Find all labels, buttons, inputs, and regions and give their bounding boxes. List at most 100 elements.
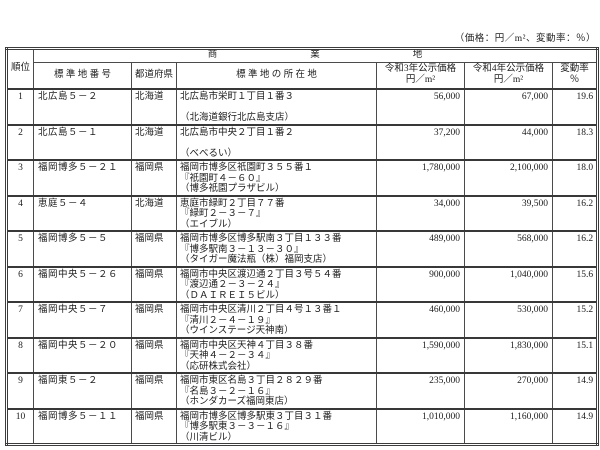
number-cell: 福岡中央５－７: [33, 301, 132, 338]
number-cell: 福岡東５－２: [33, 372, 132, 409]
address-line: 福岡市中央区天神４丁目３８番: [180, 340, 314, 351]
group-header-char: 業: [310, 50, 320, 60]
rate-cell: 15.6: [551, 265, 599, 303]
rate-cell: 15.1: [551, 336, 599, 374]
address-line: 『緑町２－３－７』: [180, 209, 266, 219]
table-row: 2 北広島５－１ 北海道 北広島市中央２丁目１番２ （べべるい） 37,200 …: [6, 123, 599, 161]
unit-note: （価格：円／m²、変動率：％）: [454, 34, 596, 44]
table-row: 7 福岡中央５－７ 福岡県 福岡市中央区清川２丁目４号１３番１ 『清川２－４－１…: [6, 301, 599, 338]
prefecture-cell: 北海道: [131, 123, 177, 161]
prefecture-cell: 福岡県: [131, 372, 177, 409]
table-row: 8 福岡中央５－２０ 福岡県 福岡市中央区天神４丁目３８番 『天神４－２－３４』…: [6, 336, 599, 374]
table-row: 4 恵庭５－４ 北海道 恵庭市緑町２丁目７７番 『緑町２－３－７』 （エイブル）…: [6, 194, 599, 232]
price-r4-cell: 1,040,000: [464, 265, 553, 303]
rank-cell: 1: [6, 88, 34, 125]
header-price-r3-label: 令和3年公示価格: [384, 63, 457, 74]
address-line: 福岡市博多区祇園町３５５番１: [180, 163, 314, 173]
rate-cell: 15.2: [551, 301, 599, 338]
address-line: 『渡辺通２－３－２４』: [180, 280, 285, 290]
address-line: （ＤＡＩＲＥＩ５ビル）: [180, 290, 285, 301]
address-line: 福岡市中央区清川２丁目４号１３番１: [180, 305, 342, 315]
table-row: 1 北広島５－２ 北海道 北広島市栄町１丁目１番３ （北海道銀行北広島支店） 5…: [6, 88, 599, 125]
address-line: （タイガー魔法瓶（株）福岡支店）: [180, 255, 333, 265]
address-line: 福岡市東区名島３丁目２８２９番: [180, 376, 323, 386]
group-header-char: 地: [412, 50, 423, 60]
rate-cell: 14.9: [551, 407, 599, 445]
price-r3-cell: 34,000: [376, 194, 465, 232]
number-cell: 福岡中央５－２０: [33, 336, 132, 374]
table-body: 1 北広島５－２ 北海道 北広島市栄町１丁目１番３ （北海道銀行北広島支店） 5…: [6, 88, 599, 445]
address-line: （ウインステージ天神南）: [180, 326, 294, 336]
table-row: 9 福岡東５－２ 福岡県 福岡市東区名島３丁目２８２９番 『名島３－２－１６』 …: [6, 372, 599, 409]
price-r3-cell: 1,590,000: [376, 336, 465, 374]
prefecture-cell: 福岡県: [131, 159, 177, 196]
rank-cell: 8: [6, 336, 34, 374]
price-r3-cell: 1,010,000: [376, 407, 465, 445]
header-price-r4-unit: 円／m²: [493, 75, 524, 86]
prefecture-cell: 福岡県: [131, 301, 177, 338]
header-price-r3: 令和3年公示価格 円／m²: [376, 61, 465, 90]
prefecture-cell: 北海道: [131, 194, 177, 232]
rank-cell: 4: [6, 194, 34, 232]
rate-cell: 16.2: [551, 230, 599, 267]
price-r3-cell: 56,000: [376, 88, 465, 125]
address-line: 『天神４－２－３４』: [180, 351, 276, 361]
price-r4-cell: 39,500: [464, 194, 553, 232]
rank-cell: 6: [6, 265, 34, 303]
prefecture-cell: 北海道: [131, 88, 177, 125]
price-r4-cell: 44,000: [464, 123, 553, 161]
header-rate-unit: ％: [569, 75, 580, 86]
rank-cell: 2: [6, 123, 34, 161]
price-r3-cell: 1,780,000: [376, 159, 465, 196]
price-r3-cell: 460,000: [376, 301, 465, 338]
address-line: （北海道銀行北広島支店）: [180, 113, 295, 123]
address-line: （川清ビル）: [180, 432, 238, 443]
header-prefecture: 都道府県: [131, 61, 177, 90]
number-cell: 福岡博多５－１１: [33, 407, 132, 445]
price-r4-cell: 270,000: [464, 372, 553, 409]
rate-cell: 14.9: [551, 372, 599, 409]
prefecture-cell: 福岡県: [131, 230, 177, 267]
address-line: 『博多駅東３－３－１６』: [180, 422, 295, 432]
rate-cell: 18.0: [551, 159, 599, 196]
address-line: 北広島市栄町１丁目１番３: [180, 92, 295, 102]
price-r4-cell: 530,000: [464, 301, 553, 338]
price-r3-cell: 489,000: [376, 230, 465, 267]
header-price-r4: 令和4年公示価格 円／m²: [464, 61, 553, 90]
address-line: 恵庭市緑町２丁目７７番: [180, 198, 285, 209]
address-line: 『名島３－２－１６』: [180, 386, 276, 397]
address-line: （応研株式会社）: [180, 361, 257, 372]
address-line: [180, 138, 376, 149]
rate-cell: 16.2: [551, 194, 599, 232]
prefecture-cell: 福岡県: [131, 407, 177, 445]
number-cell: 福岡中央５－２６: [33, 265, 132, 303]
number-cell: 福岡博多５－５: [33, 230, 132, 267]
location-cell: 恵庭市緑町２丁目７７番 『緑町２－３－７』 （エイブル）: [176, 194, 377, 232]
location-cell: 福岡市中央区天神４丁目３８番 『天神４－２－３４』 （応研株式会社）: [176, 336, 377, 374]
land-price-table: 順位 商 業 地 標 準 地 番 号 都道府県 標 準 地 の 所 在 地 令和…: [5, 47, 600, 446]
address-line: 『祇園町４－６０』: [180, 173, 266, 184]
header-land-category: 商 業 地: [32, 48, 599, 63]
price-r4-cell: 2,100,000: [464, 159, 553, 196]
address-line: [180, 103, 376, 114]
header-rank: 順位: [6, 48, 34, 90]
number-cell: 福岡博多５－２１: [33, 159, 132, 196]
address-line: （ホンダカーズ福岡東店）: [180, 397, 294, 407]
address-line: 福岡市博多区博多駅東３丁目３１番: [180, 411, 333, 422]
table-row: 3 福岡博多５－２１ 福岡県 福岡市博多区祇園町３５５番１ 『祇園町４－６０』 …: [6, 159, 599, 196]
table-row: 6 福岡中央５－２６ 福岡県 福岡市中央区渡辺通２丁目３号５４番 『渡辺通２－３…: [6, 265, 599, 303]
price-r4-cell: 1,830,000: [464, 336, 553, 374]
address-line: 福岡市博多区博多駅南３丁目１３３番: [180, 234, 342, 244]
table-header: 順位 商 業 地 標 準 地 番 号 都道府県 標 準 地 の 所 在 地 令和…: [6, 48, 599, 90]
number-cell: 恵庭５－４: [33, 194, 132, 232]
prefecture-cell: 福岡県: [131, 265, 177, 303]
location-cell: 福岡市博多区祇園町３５５番１ 『祇園町４－６０』 （博多祇園プラザビル）: [176, 159, 377, 196]
rate-cell: 18.3: [551, 123, 599, 161]
location-cell: 福岡市博多区博多駅南３丁目１３３番 『博多駅南３－１３－３０』 （タイガー魔法瓶…: [176, 230, 377, 267]
address-line: 福岡市中央区渡辺通２丁目３号５４番: [180, 269, 342, 280]
rank-cell: 10: [6, 407, 34, 445]
price-r4-cell: 568,000: [464, 230, 553, 267]
rank-cell: 3: [6, 159, 34, 196]
location-cell: 北広島市中央２丁目１番２ （べべるい）: [176, 123, 377, 161]
price-r3-cell: 900,000: [376, 265, 465, 303]
